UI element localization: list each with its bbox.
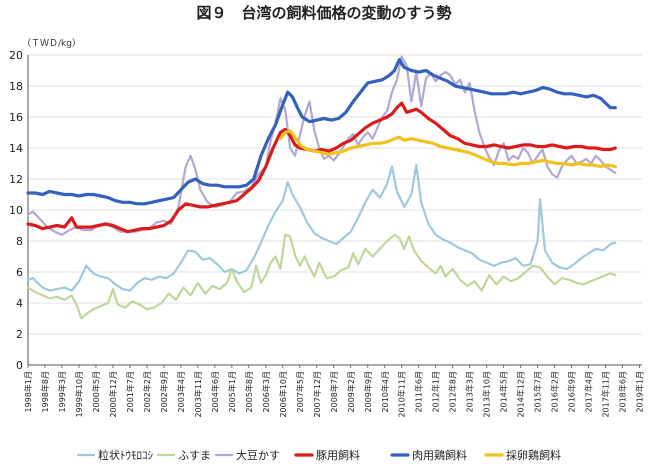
x-tick-label: 2001年7月 [125,371,135,412]
x-tick-label: 1998年1月 [23,371,33,412]
x-tick-label: 2000年5月 [91,371,101,412]
x-tick-label: 2016年9月 [567,371,577,412]
legend-label: 豚用飼料 [316,448,360,462]
x-tick-label: 2003年4月 [176,371,186,412]
y-tick-label: 16 [9,111,23,124]
legend-label: 粒状ﾄｳﾓﾛｺｼ [98,448,153,462]
x-tick-label: 2004年6月 [210,371,220,412]
x-tick-label: 2014年12月 [516,371,526,418]
x-tick-label: 2012年8月 [448,371,458,412]
x-tick-label: 2014年5月 [499,371,509,412]
x-tick-label: 1999年10月 [74,371,84,418]
x-tick-label: 2013年10月 [482,371,492,418]
x-tick-label: 2002年9月 [159,371,169,412]
y-tick-label: 0 [16,359,23,372]
series-line-6 [278,129,617,169]
x-tick-label: 2012年1月 [431,371,441,412]
x-tick-label: 2005年8月 [244,371,254,412]
x-tick-label: 2016年2月 [550,371,560,412]
x-tick-label: 2009年2月 [346,371,356,412]
x-tick-label: 2018年6月 [618,371,628,412]
y-tick-label: 6 [16,266,23,279]
x-tick-label: 2002年2月 [142,371,152,412]
x-tick-label: 2006年10月 [278,371,288,418]
y-tick-label: 2 [16,328,23,341]
x-tick-label: 2017年4月 [584,371,594,412]
x-tick-label: 2010年11月 [397,371,407,418]
y-tick-label: 4 [16,297,23,310]
x-tick-labels: 1998年1月 1998年8月 1999年3月 1999年10月 2000年5月 2000… [23,371,645,418]
x-tick-label: 2003年11月 [193,371,203,418]
y-tick-label: 12 [9,173,23,186]
x-tick-label: 2010年4月 [380,371,390,412]
series-line-4 [26,101,617,234]
x-tick-label: 1998年8月 [40,371,50,412]
y-tick-label: 20 [9,49,23,62]
legend-label: 大豆かす [236,448,280,462]
y-tick-label: 10 [9,204,23,217]
x-tick-label: 2006年3月 [261,371,271,412]
x-tick-label: 2007年5月 [295,371,305,412]
x-tick-label: 2000年12月 [108,371,118,418]
y-tick-label: 14 [9,142,23,155]
x-tick-label: 1999年3月 [57,371,67,412]
x-tick-label: 2009年9月 [363,371,373,412]
x-tick-label: 2005年1月 [227,371,237,412]
y-axis-label: （ＴＷＤ/kg） [22,38,81,49]
legend-label: 肉用鶏飼料 [412,448,467,462]
chart-title: 図９ 台湾の飼料価格の変動のすう勢 [196,4,451,22]
series-line-1 [26,163,617,292]
x-tick-label: 2013年3月 [465,371,475,412]
axes [27,55,642,368]
x-tick-label: 2011年6月 [414,371,424,412]
series-lines [26,55,617,320]
series-line-5 [26,58,617,206]
legend: 粒状ﾄｳﾓﾛｺｼ ふすま 大豆かす 豚用飼料 肉用鶏飼料 採卵鶏飼料 [76,448,561,462]
x-tick-label: 2008年7月 [329,371,339,412]
y-tick-labels: 0 2 4 6 8 10 12 14 16 18 20 [9,49,23,372]
grid-lines [28,54,642,366]
x-tick-label: 2017年11月 [601,371,611,418]
x-tick-label: 2019年1月 [635,371,645,412]
legend-label: 採卵鶏飼料 [506,448,561,462]
x-tick-label: 2015年7月 [533,371,543,412]
series-line-2 [26,233,617,320]
x-tick-label: 2007年12月 [312,371,322,418]
y-tick-label: 18 [9,80,23,93]
legend-label: ふすま [178,449,211,462]
y-tick-label: 8 [16,235,23,248]
